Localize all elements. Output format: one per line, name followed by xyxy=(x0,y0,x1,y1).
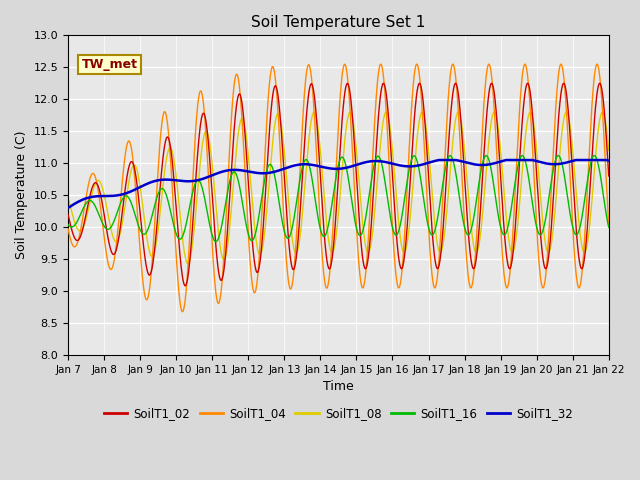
Title: Soil Temperature Set 1: Soil Temperature Set 1 xyxy=(252,15,426,30)
SoilT1_04 xyxy=(422,187,430,192)
SoilT1_02 xyxy=(422,142,430,147)
SoilT1_02 xyxy=(64,211,72,217)
SoilT1_02 xyxy=(596,81,604,86)
SoilT1_04 xyxy=(605,224,612,229)
SoilT1_02 xyxy=(605,173,612,179)
SoilT1_04 xyxy=(485,61,493,67)
Line: SoilT1_04: SoilT1_04 xyxy=(68,64,609,312)
SoilT1_16 xyxy=(184,211,192,217)
Line: SoilT1_08: SoilT1_08 xyxy=(68,112,609,264)
SoilT1_08 xyxy=(185,260,193,266)
SoilT1_02 xyxy=(181,283,189,288)
SoilT1_16 xyxy=(422,215,430,220)
SoilT1_16 xyxy=(172,228,179,233)
SoilT1_32 xyxy=(184,179,192,184)
SoilT1_16 xyxy=(245,234,253,240)
SoilT1_16 xyxy=(605,224,612,230)
SoilT1_32 xyxy=(245,168,253,174)
SoilT1_08 xyxy=(541,237,548,243)
SoilT1_04 xyxy=(245,245,253,251)
SoilT1_32 xyxy=(493,160,501,166)
Text: TW_met: TW_met xyxy=(81,58,138,71)
SoilT1_16 xyxy=(212,239,220,244)
SoilT1_04 xyxy=(172,235,179,240)
SoilT1_08 xyxy=(64,195,72,201)
SoilT1_04 xyxy=(185,252,193,258)
Y-axis label: Soil Temperature (C): Soil Temperature (C) xyxy=(15,131,28,259)
SoilT1_08 xyxy=(184,261,192,266)
SoilT1_08 xyxy=(422,128,430,134)
SoilT1_32 xyxy=(422,161,430,167)
SoilT1_32 xyxy=(172,177,179,183)
SoilT1_04 xyxy=(179,309,186,314)
SoilT1_16 xyxy=(64,222,72,228)
SoilT1_32 xyxy=(435,157,443,163)
SoilT1_32 xyxy=(541,160,548,166)
SoilT1_02 xyxy=(185,269,193,275)
Line: SoilT1_02: SoilT1_02 xyxy=(68,84,609,286)
SoilT1_02 xyxy=(245,193,253,199)
Line: SoilT1_32: SoilT1_32 xyxy=(68,160,609,208)
SoilT1_16 xyxy=(541,220,548,226)
SoilT1_08 xyxy=(172,165,179,171)
Line: SoilT1_16: SoilT1_16 xyxy=(68,156,609,241)
SoilT1_02 xyxy=(172,192,179,197)
SoilT1_02 xyxy=(541,265,548,271)
SoilT1_32 xyxy=(64,205,72,211)
SoilT1_04 xyxy=(493,166,501,171)
SoilT1_08 xyxy=(245,162,253,168)
X-axis label: Time: Time xyxy=(323,380,354,393)
SoilT1_04 xyxy=(64,226,72,232)
Legend: SoilT1_02, SoilT1_04, SoilT1_08, SoilT1_16, SoilT1_32: SoilT1_02, SoilT1_04, SoilT1_08, SoilT1_… xyxy=(99,402,578,425)
SoilT1_32 xyxy=(605,158,612,164)
SoilT1_08 xyxy=(493,118,501,123)
SoilT1_16 xyxy=(554,153,562,158)
SoilT1_16 xyxy=(493,205,501,211)
SoilT1_08 xyxy=(598,109,606,115)
SoilT1_02 xyxy=(493,120,501,126)
SoilT1_08 xyxy=(605,147,612,153)
SoilT1_04 xyxy=(541,276,549,282)
